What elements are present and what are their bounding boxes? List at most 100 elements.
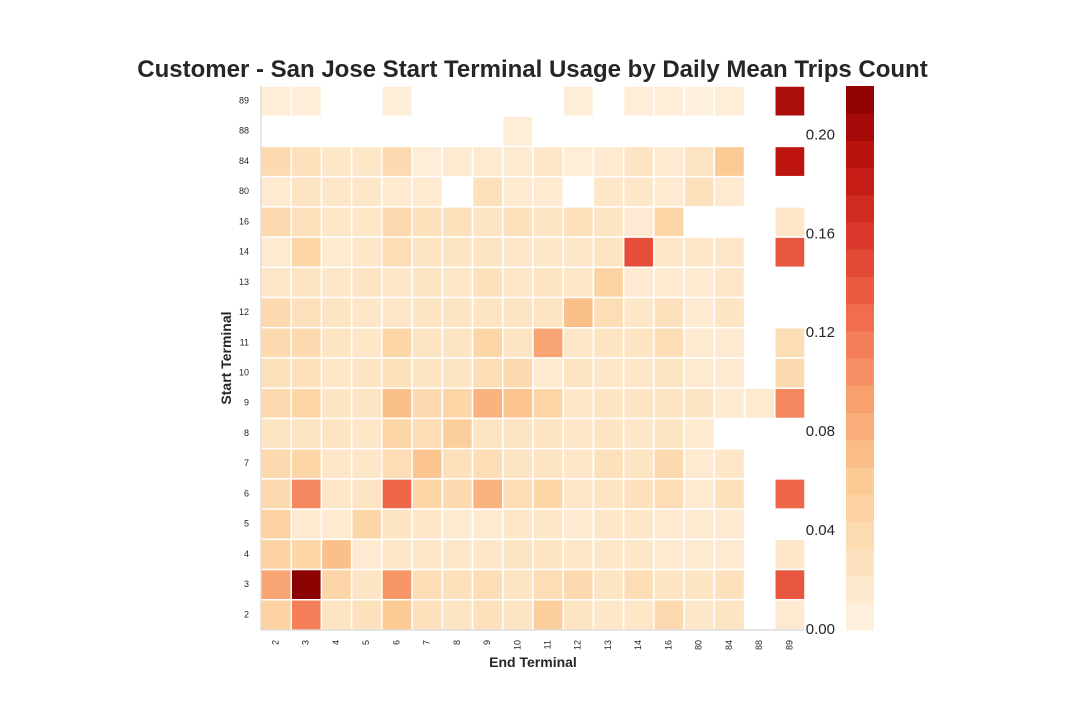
heatmap-cell	[320, 327, 353, 359]
heatmap-cell	[502, 568, 534, 601]
colorbar-band	[846, 439, 874, 468]
heatmap-cell	[350, 145, 383, 178]
heatmap-cell	[411, 599, 444, 631]
heatmap-cell	[653, 236, 685, 269]
heatmap-cell	[260, 327, 292, 359]
heatmap-cell	[532, 236, 564, 269]
heatmap-cell	[592, 357, 625, 389]
heatmap-cell	[502, 296, 534, 329]
colorbar-band	[846, 385, 874, 413]
heatmap-cell	[502, 478, 534, 510]
heatmap-cell	[683, 538, 716, 571]
heatmap-cell	[622, 85, 655, 117]
heatmap-cell	[381, 206, 413, 238]
heatmap-cell	[653, 327, 685, 359]
y-tick-label: 7	[244, 458, 249, 468]
heatmap-cell	[441, 417, 474, 450]
heatmap-cell	[622, 145, 655, 178]
x-tick-label: 80	[694, 640, 704, 650]
heatmap-cell	[562, 478, 595, 510]
heatmap-cell	[260, 417, 292, 450]
colorbar-band	[846, 575, 874, 604]
heatmap-cell	[290, 508, 323, 541]
heatmap-cell	[502, 266, 534, 299]
colorbar-band	[846, 140, 874, 169]
y-tick-label: 6	[244, 488, 249, 498]
heatmap-cell	[411, 175, 444, 208]
heatmap-cell	[774, 357, 806, 389]
colorbar-tick-label: 0.20	[806, 126, 835, 143]
colorbar-tick-label: 0.12	[806, 324, 835, 341]
colorbar-band	[846, 222, 874, 250]
heatmap-cell	[350, 296, 383, 329]
y-tick-label: 3	[244, 579, 249, 589]
heatmap-cell	[441, 236, 474, 269]
heatmap-cell	[592, 145, 625, 178]
heatmap-cell	[713, 357, 746, 389]
heatmap-cell	[381, 175, 413, 208]
y-tick-label: 12	[239, 307, 249, 317]
colorbar-tick-labels: 0.00 0.04 0.08 0.12 0.16 0.20	[806, 126, 835, 638]
heatmap-cell	[290, 568, 323, 601]
y-tick-label: 5	[244, 519, 249, 529]
colorbar-band	[846, 113, 874, 141]
heatmap-cell	[290, 447, 323, 480]
colorbar-band	[846, 303, 874, 332]
heatmap-cell	[713, 145, 746, 178]
heatmap-cell	[290, 206, 323, 238]
x-tick-label: 10	[512, 640, 522, 650]
heatmap-cell	[622, 357, 655, 389]
heatmap-cell	[441, 387, 474, 420]
heatmap-cell	[381, 447, 413, 480]
x-tick-label: 4	[331, 640, 341, 645]
heatmap-cell	[320, 206, 353, 238]
heatmap-cell	[562, 296, 595, 329]
x-tick-label: 89	[784, 640, 794, 650]
heatmap-cell	[350, 206, 383, 238]
heatmap-cell	[532, 145, 564, 178]
heatmap-cell	[381, 327, 413, 359]
heatmap-cell	[713, 236, 746, 269]
colorbar-band	[846, 466, 874, 495]
heatmap-cell	[471, 568, 504, 601]
heatmap-cell	[381, 296, 413, 329]
colorbar	[846, 86, 874, 631]
x-tick-label: 5	[361, 640, 371, 645]
x-tick-label: 14	[633, 640, 643, 650]
heatmap-cell	[622, 387, 655, 420]
heatmap-cell	[562, 266, 595, 299]
heatmap-cell	[471, 417, 504, 450]
colorbar-band	[846, 602, 874, 631]
heatmap-cell	[320, 175, 353, 208]
heatmap-cell	[622, 417, 655, 450]
heatmap-cell	[350, 478, 383, 510]
heatmap-cell	[290, 478, 323, 510]
heatmap-cell	[350, 568, 383, 601]
heatmap-cell	[471, 175, 504, 208]
heatmap-cell	[683, 478, 716, 510]
colorbar-band	[846, 194, 874, 223]
heatmap-cell	[653, 447, 685, 480]
heatmap-cell	[532, 387, 564, 420]
colorbar-band	[846, 494, 874, 522]
heatmap-cell	[471, 478, 504, 510]
heatmap-cell	[441, 599, 474, 631]
heatmap-cell	[683, 266, 716, 299]
colorbar-tick-label: 0.00	[806, 621, 835, 638]
heatmap-cell	[411, 387, 444, 420]
heatmap-cell	[381, 538, 413, 571]
heatmap-cell	[683, 357, 716, 389]
heatmap-cell	[350, 447, 383, 480]
heatmap-cell	[320, 417, 353, 450]
y-tick-labels: 89 88 84 80 16 14 13 12 11 10 9 8 7 6 5 4 3 2	[239, 95, 249, 619]
heatmap-cell	[290, 266, 323, 299]
heatmap-cell	[290, 236, 323, 269]
heatmap-cell	[774, 85, 806, 117]
heatmap-cell	[260, 145, 292, 178]
heatmap-cell	[290, 175, 323, 208]
heatmap-cell	[653, 508, 685, 541]
heatmap-cell	[320, 568, 353, 601]
heatmap-cell	[622, 568, 655, 601]
heatmap-cell	[622, 478, 655, 510]
heatmap-cell	[411, 206, 444, 238]
